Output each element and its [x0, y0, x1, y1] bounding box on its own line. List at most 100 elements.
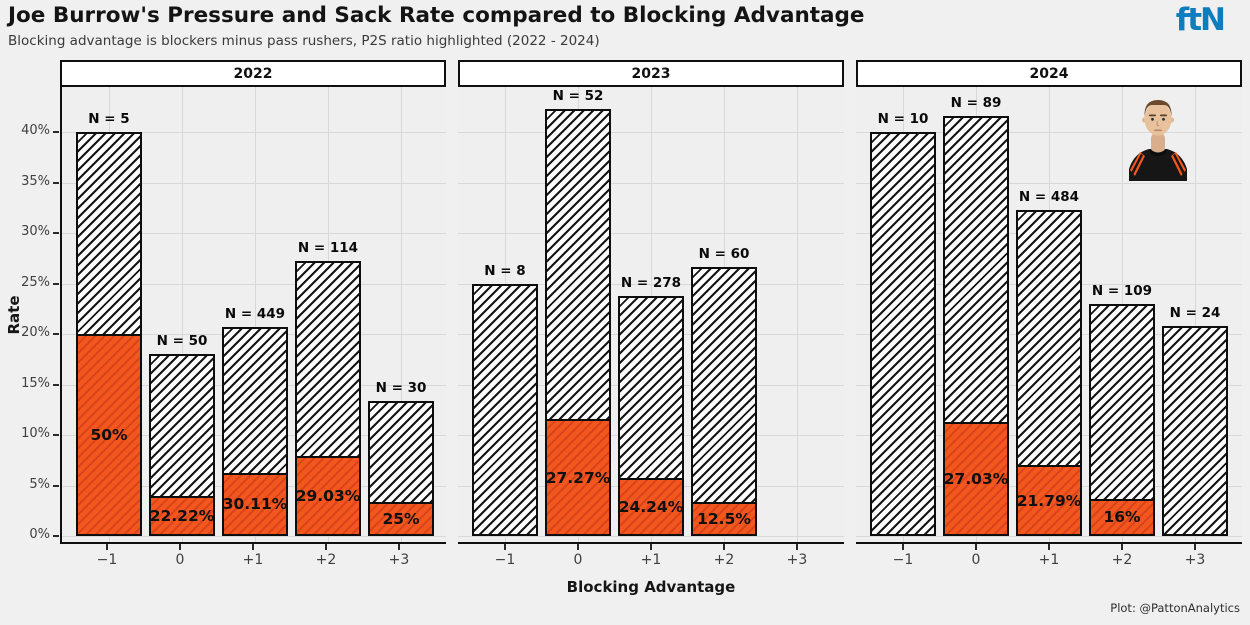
x-tick-label: −1 — [96, 552, 118, 568]
y-tick-mark — [53, 434, 59, 436]
bar-n-label: N = 5 — [88, 111, 130, 127]
facet-strip: 2024 — [856, 60, 1242, 87]
p2s-ratio-label: 30.11% — [222, 495, 288, 514]
sack-rate-bar: 21.79% — [1016, 465, 1082, 536]
x-tick-mark — [650, 544, 652, 550]
y-tick-mark — [53, 383, 59, 386]
x-tick-mark — [325, 544, 327, 550]
p2s-ratio-label: 50% — [90, 426, 128, 444]
y-tick-mark — [53, 181, 59, 184]
p2s-ratio-label: 27.27% — [545, 468, 611, 487]
x-tick-mark — [179, 544, 181, 550]
x-tick-mark — [577, 544, 579, 550]
gridline-vertical — [401, 87, 402, 542]
gridline-vertical — [255, 87, 256, 542]
x-tick-label: 0 — [175, 552, 185, 568]
gridline-horizontal — [62, 283, 446, 285]
bar-n-label: N = 278 — [620, 275, 682, 292]
x-axis: −1 0 +1 +2 +3 — [458, 544, 844, 584]
y-tick-mark — [53, 232, 59, 234]
p2s-ratio-label: 21.79% — [1016, 491, 1082, 510]
gridline-vertical — [797, 87, 798, 542]
bar-n-label: N = 449 — [224, 305, 286, 322]
x-tick-label: +1 — [1038, 552, 1060, 568]
sack-rate-bar: 16% — [1089, 498, 1155, 536]
sack-rate-bar: 27.27% — [545, 419, 611, 536]
x-tick-mark — [106, 544, 108, 550]
x-tick-label: +1 — [640, 552, 662, 568]
y-tick-label: 35% — [21, 173, 50, 189]
pressure-rate-bar — [870, 132, 936, 536]
p2s-ratio-label: 27.03% — [943, 470, 1009, 489]
gridline-horizontal — [62, 132, 446, 133]
sack-rate-bar: 24.24% — [618, 477, 684, 536]
x-tick-label: +2 — [1111, 552, 1133, 568]
bar-n-label: N = 50 — [156, 333, 208, 350]
y-tick-label: 15% — [21, 375, 50, 391]
page-title: Joe Burrow's Pressure and Sack Rate comp… — [8, 3, 865, 28]
bar-n-label: N = 10 — [877, 111, 929, 127]
y-tick-mark — [53, 333, 59, 335]
pressure-rate-bar — [691, 266, 757, 536]
y-tick-label: 5% — [29, 476, 50, 492]
x-tick-label: +2 — [713, 552, 735, 568]
x-tick-mark — [504, 544, 506, 550]
x-tick-mark — [975, 544, 977, 550]
x-axis: −1 0 +1 +2 +3 — [856, 544, 1242, 584]
sack-rate-bar: 22.22% — [149, 495, 215, 536]
x-tick-mark — [1048, 544, 1050, 550]
bar-n-label: N = 114 — [297, 240, 359, 257]
gridline-horizontal — [62, 233, 446, 234]
bar-n-label: N = 30 — [375, 380, 427, 397]
x-axis-title: Blocking Advantage — [566, 578, 736, 596]
p2s-ratio-label: 24.24% — [618, 497, 684, 516]
plot-credit: Plot: @PattonAnalytics — [1110, 601, 1240, 615]
x-tick-label: 0 — [573, 552, 583, 568]
x-axis: −1 0 +1 +2 +3 — [60, 544, 446, 584]
plot-area: N = 5 50% N = 50 22.22% N = 449 30.11% N = 114… — [60, 87, 446, 544]
y-tick-label: 25% — [21, 274, 50, 290]
gridline-horizontal — [62, 536, 446, 537]
y-tick-label: 10% — [21, 426, 50, 441]
facet-strip: 2023 — [458, 60, 844, 87]
bar-n-label: N = 484 — [1018, 189, 1080, 206]
p2s-ratio-label: 25% — [382, 510, 420, 529]
p2s-ratio-label: 22.22% — [149, 506, 215, 525]
gridline-horizontal — [62, 182, 446, 184]
x-tick-mark — [398, 544, 400, 550]
gridline-vertical — [182, 87, 183, 542]
y-tick-label: 0% — [29, 527, 50, 542]
player-headshot — [1126, 93, 1190, 181]
x-tick-mark — [796, 544, 798, 550]
x-tick-mark — [1194, 544, 1196, 550]
x-tick-label: +3 — [388, 552, 410, 568]
x-tick-label: +3 — [1184, 552, 1206, 568]
x-tick-label: +1 — [242, 552, 264, 568]
sack-rate-bar: 29.03% — [295, 456, 361, 536]
gridline-vertical — [1195, 87, 1196, 542]
page-subtitle: Blocking advantage is blockers minus pas… — [8, 33, 600, 49]
sack-rate-bar: 25% — [368, 502, 434, 536]
y-tick-mark — [53, 131, 59, 133]
x-tick-mark — [902, 544, 904, 550]
x-tick-label: −1 — [892, 552, 914, 568]
bar-n-label: N = 24 — [1169, 304, 1221, 321]
sack-rate-bar: 50% — [76, 334, 142, 536]
y-tick-mark — [53, 535, 59, 537]
y-tick-label: 40% — [21, 123, 50, 138]
facet-2022: 2022 N = 5 50% N = 50 22.22% N = 449 30.11% N =… — [60, 60, 446, 584]
facet-strip: 2022 — [60, 60, 446, 87]
bar-n-label: N = 8 — [484, 262, 526, 279]
p2s-ratio-label: 12.5% — [697, 510, 751, 529]
x-tick-mark — [723, 544, 725, 550]
sack-rate-bar: 27.03% — [943, 422, 1009, 536]
facet-strip-label: 2024 — [1029, 65, 1069, 82]
pressure-rate-bar — [472, 283, 538, 536]
p2s-ratio-label: 29.03% — [295, 487, 361, 506]
y-tick-mark — [53, 282, 59, 285]
bar-n-label: N = 109 — [1091, 283, 1153, 300]
ftn-logo: ftN — [1175, 2, 1226, 38]
y-tick-mark — [53, 484, 59, 487]
facet-strip-label: 2022 — [233, 65, 273, 82]
bar-n-label: N = 89 — [950, 95, 1002, 112]
